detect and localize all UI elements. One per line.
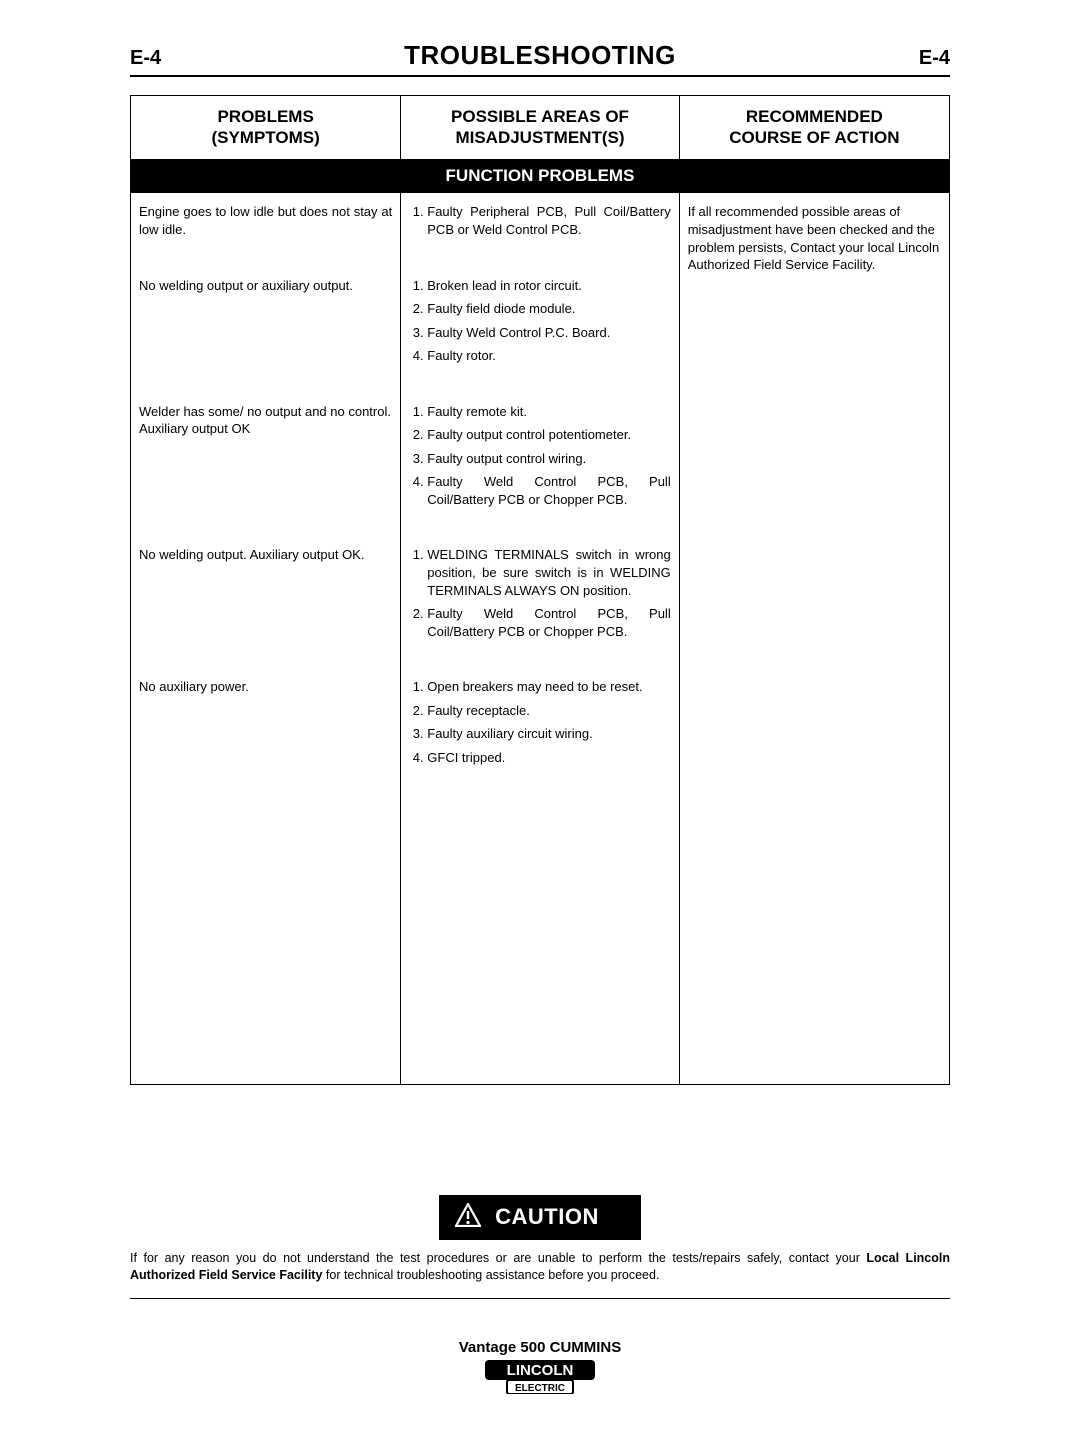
empty-cell [131, 794, 401, 1084]
causes-list: Faulty remote kit. Faulty output control… [409, 403, 670, 509]
problem-cell: No auxiliary power. [131, 668, 401, 794]
page-title: TROUBLESHOOTING [210, 40, 870, 71]
cause-item: Faulty Weld Control P.C. Board. [427, 324, 670, 342]
lincoln-electric-logo: LINCOLN ELECTRIC ® [485, 1360, 595, 1399]
causes-cell: Faulty Peripheral PCB, Pull Coil/Battery… [401, 193, 679, 266]
col-header-problems-l1: PROBLEMS [217, 107, 313, 126]
troubleshooting-table: PROBLEMS (SYMPTOMS) POSSIBLE AREAS OF MI… [130, 95, 950, 1085]
col-header-problems-l2: (SYMPTOMS) [211, 128, 319, 147]
causes-cell: WELDING TERMINALS switch in wrong positi… [401, 536, 679, 668]
caution-note-pre: If for any reason you do not understand … [130, 1251, 866, 1265]
causes-list: Faulty Peripheral PCB, Pull Coil/Battery… [409, 203, 670, 238]
col-header-misadj-l1: POSSIBLE AREAS OF [451, 107, 629, 126]
section-title: FUNCTION PROBLEMS [131, 159, 950, 194]
page-header: E-4 TROUBLESHOOTING E-4 [130, 40, 950, 77]
caution-box: CAUTION [439, 1195, 641, 1240]
product-name: Vantage 500 CUMMINS [130, 1339, 950, 1356]
causes-cell: Open breakers may need to be reset. Faul… [401, 668, 679, 794]
problem-cell: No welding output. Auxiliary output OK. [131, 536, 401, 668]
cause-item: Faulty Peripheral PCB, Pull Coil/Battery… [427, 203, 670, 238]
caution-note: If for any reason you do not understand … [130, 1250, 950, 1284]
cause-item: Faulty output control wiring. [427, 450, 670, 468]
causes-list: Broken lead in rotor circuit. Faulty fie… [409, 277, 670, 365]
col-header-action-l2: COURSE OF ACTION [729, 128, 899, 147]
cause-item: Open breakers may need to be reset. [427, 678, 670, 696]
svg-text:®: ® [589, 1372, 595, 1380]
problem-cell: No welding output or auxiliary output. [131, 267, 401, 393]
cause-item: Broken lead in rotor circuit. [427, 277, 670, 295]
cause-item: GFCI tripped. [427, 749, 670, 767]
cause-item: Faulty output control potentiometer. [427, 426, 670, 444]
warning-triangle-icon [455, 1203, 481, 1232]
cause-item: Faulty Weld Control PCB, Pull Coil/Batte… [427, 605, 670, 640]
footer-rule [130, 1298, 950, 1299]
table-row: Engine goes to low idle but does not sta… [131, 193, 950, 266]
causes-list: Open breakers may need to be reset. Faul… [409, 678, 670, 766]
table-header-row: PROBLEMS (SYMPTOMS) POSSIBLE AREAS OF MI… [131, 96, 950, 159]
cause-item: WELDING TERMINALS switch in wrong positi… [427, 546, 670, 599]
recommended-action-cell: If all recommended possible areas of mis… [679, 193, 949, 1084]
page: E-4 TROUBLESHOOTING E-4 PROBLEMS (SYMPTO… [0, 0, 1080, 1439]
footer: Vantage 500 CUMMINS LINCOLN ELECTRIC ® [130, 1339, 950, 1399]
header-left-code: E-4 [130, 47, 210, 70]
causes-cell: Faulty remote kit. Faulty output control… [401, 393, 679, 537]
col-header-action-l1: RECOMMENDED [746, 107, 883, 126]
cause-item: Faulty Weld Control PCB, Pull Coil/Batte… [427, 473, 670, 508]
causes-cell: Broken lead in rotor circuit. Faulty fie… [401, 267, 679, 393]
cause-item: Faulty rotor. [427, 347, 670, 365]
section-band-row: FUNCTION PROBLEMS [131, 159, 950, 194]
logo-top-text: LINCOLN [507, 1362, 574, 1379]
problem-cell: Engine goes to low idle but does not sta… [131, 193, 401, 266]
problem-cell: Welder has some/ no output and no contro… [131, 393, 401, 537]
cause-item: Faulty remote kit. [427, 403, 670, 421]
header-right-code: E-4 [870, 47, 950, 70]
col-header-misadjustment: POSSIBLE AREAS OF MISADJUSTMENT(S) [401, 96, 679, 159]
col-header-action: RECOMMENDED COURSE OF ACTION [679, 96, 949, 159]
logo-bottom-text: ELECTRIC [515, 1383, 565, 1394]
caution-section: CAUTION If for any reason you do not und… [130, 1195, 950, 1399]
col-header-misadj-l2: MISADJUSTMENT(S) [455, 128, 624, 147]
cause-item: Faulty field diode module. [427, 300, 670, 318]
causes-list: WELDING TERMINALS switch in wrong positi… [409, 546, 670, 640]
caution-label: CAUTION [495, 1204, 599, 1230]
caution-note-post: for technical troubleshooting assistance… [322, 1268, 659, 1282]
cause-item: Faulty receptacle. [427, 702, 670, 720]
cause-item: Faulty auxiliary circuit wiring. [427, 725, 670, 743]
col-header-problems: PROBLEMS (SYMPTOMS) [131, 96, 401, 159]
empty-cell [401, 794, 679, 1084]
